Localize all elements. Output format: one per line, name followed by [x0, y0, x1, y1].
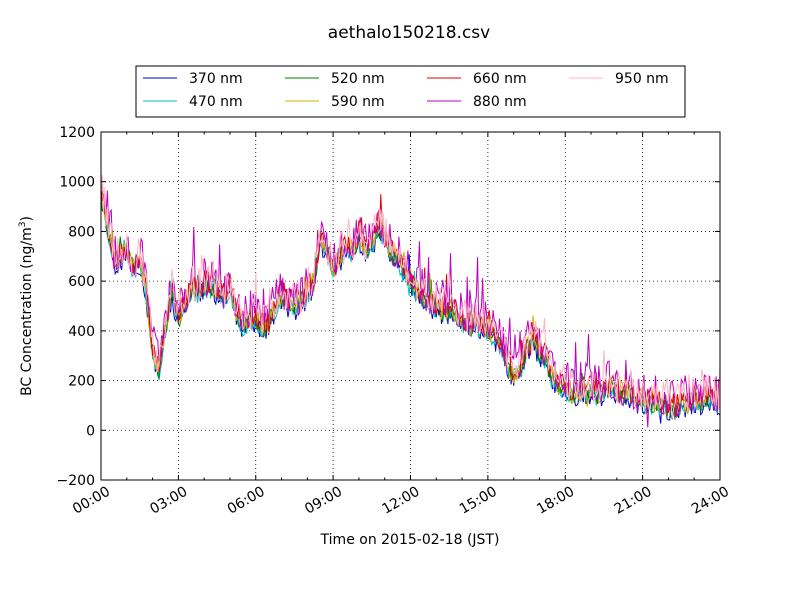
- x-tick-label: 18:00: [534, 484, 577, 518]
- x-tick-label: 12:00: [380, 484, 423, 518]
- x-tick-label: 21:00: [612, 484, 655, 518]
- y-axis-label-main: BC Concentration (ng/m: [19, 227, 35, 396]
- legend-box: [135, 65, 686, 118]
- y-tick-label: 1000: [59, 175, 95, 191]
- tick-layer: 00:00 03:00 06:00 09:00 12:00 15:00 18:00 21:00…: [57, 125, 732, 518]
- y-axis-label-tail: ): [19, 216, 35, 221]
- x-tick-label: 03:00: [147, 484, 190, 518]
- y-tick-label: 600: [68, 274, 95, 290]
- legend-label: 470 nm: [189, 94, 243, 110]
- legend-label: 880 nm: [473, 94, 527, 110]
- series-line-880-nm: [101, 178, 720, 428]
- y-tick-label: 400: [68, 324, 95, 340]
- y-tick-label: −200: [57, 473, 95, 489]
- y-tick-label: 0: [86, 423, 95, 439]
- x-tick-label: 09:00: [302, 484, 345, 518]
- x-axis-label: Time on 2015-02-18 (JST): [320, 532, 500, 548]
- y-axis-label-sup: 3: [18, 222, 28, 228]
- chart-title: aethalo150218.csv: [328, 23, 490, 43]
- series-layer: [101, 174, 720, 428]
- x-tick-label: 24:00: [689, 484, 732, 518]
- y-tick-label: 1200: [59, 125, 95, 141]
- legend-label: 660 nm: [473, 71, 527, 87]
- grid-layer: [101, 132, 720, 480]
- y-tick-label: 200: [68, 374, 95, 390]
- x-tick-label: 15:00: [457, 484, 500, 518]
- legend-label: 590 nm: [331, 94, 385, 110]
- y-axis-label: BC Concentration (ng/m3): [18, 216, 35, 396]
- x-tick-label: 06:00: [225, 484, 268, 518]
- legend-label: 370 nm: [189, 71, 243, 87]
- legend-label: 950 nm: [615, 71, 669, 87]
- legend-label: 520 nm: [331, 71, 385, 87]
- legend: 370 nm 470 nm 520 nm 590 nm 660 nm 880 nm 950 …: [135, 65, 686, 118]
- series-line-950-nm: [101, 174, 720, 419]
- y-tick-label: 800: [68, 224, 95, 240]
